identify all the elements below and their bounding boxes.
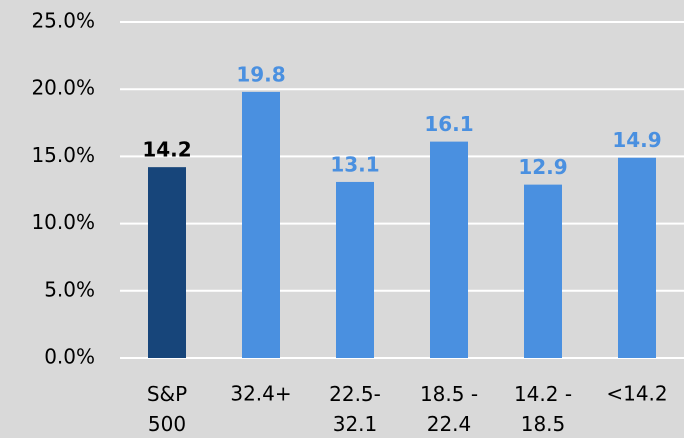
value-label: 12.9	[518, 155, 567, 179]
bar	[524, 184, 562, 358]
x-tick-label: 18.5 -22.4	[420, 382, 478, 436]
bar	[336, 181, 374, 358]
bar	[242, 91, 280, 358]
bar	[148, 167, 186, 358]
y-tick-label: 15.0%	[31, 143, 95, 167]
y-tick-label: 20.0%	[31, 76, 95, 100]
y-tick-label: 5.0%	[44, 277, 95, 301]
x-tick-label: <14.2	[606, 382, 667, 406]
value-label: 14.9	[612, 128, 661, 152]
y-tick-label: 25.0%	[31, 9, 95, 33]
x-tick-label: 22.5-32.1	[329, 382, 381, 436]
x-tick-label: 14.2 -18.5	[514, 382, 572, 436]
y-tick-label: 0.0%	[44, 345, 95, 369]
value-label: 16.1	[424, 112, 473, 136]
x-tick-label: S&P 500	[147, 382, 187, 436]
bar	[430, 141, 468, 358]
bar	[618, 157, 656, 358]
y-tick-label: 10.0%	[31, 210, 95, 234]
value-label: 19.8	[236, 62, 285, 86]
value-label: 13.1	[330, 152, 379, 176]
x-tick-label: 32.4+	[230, 382, 291, 406]
value-label: 14.2	[142, 138, 191, 162]
